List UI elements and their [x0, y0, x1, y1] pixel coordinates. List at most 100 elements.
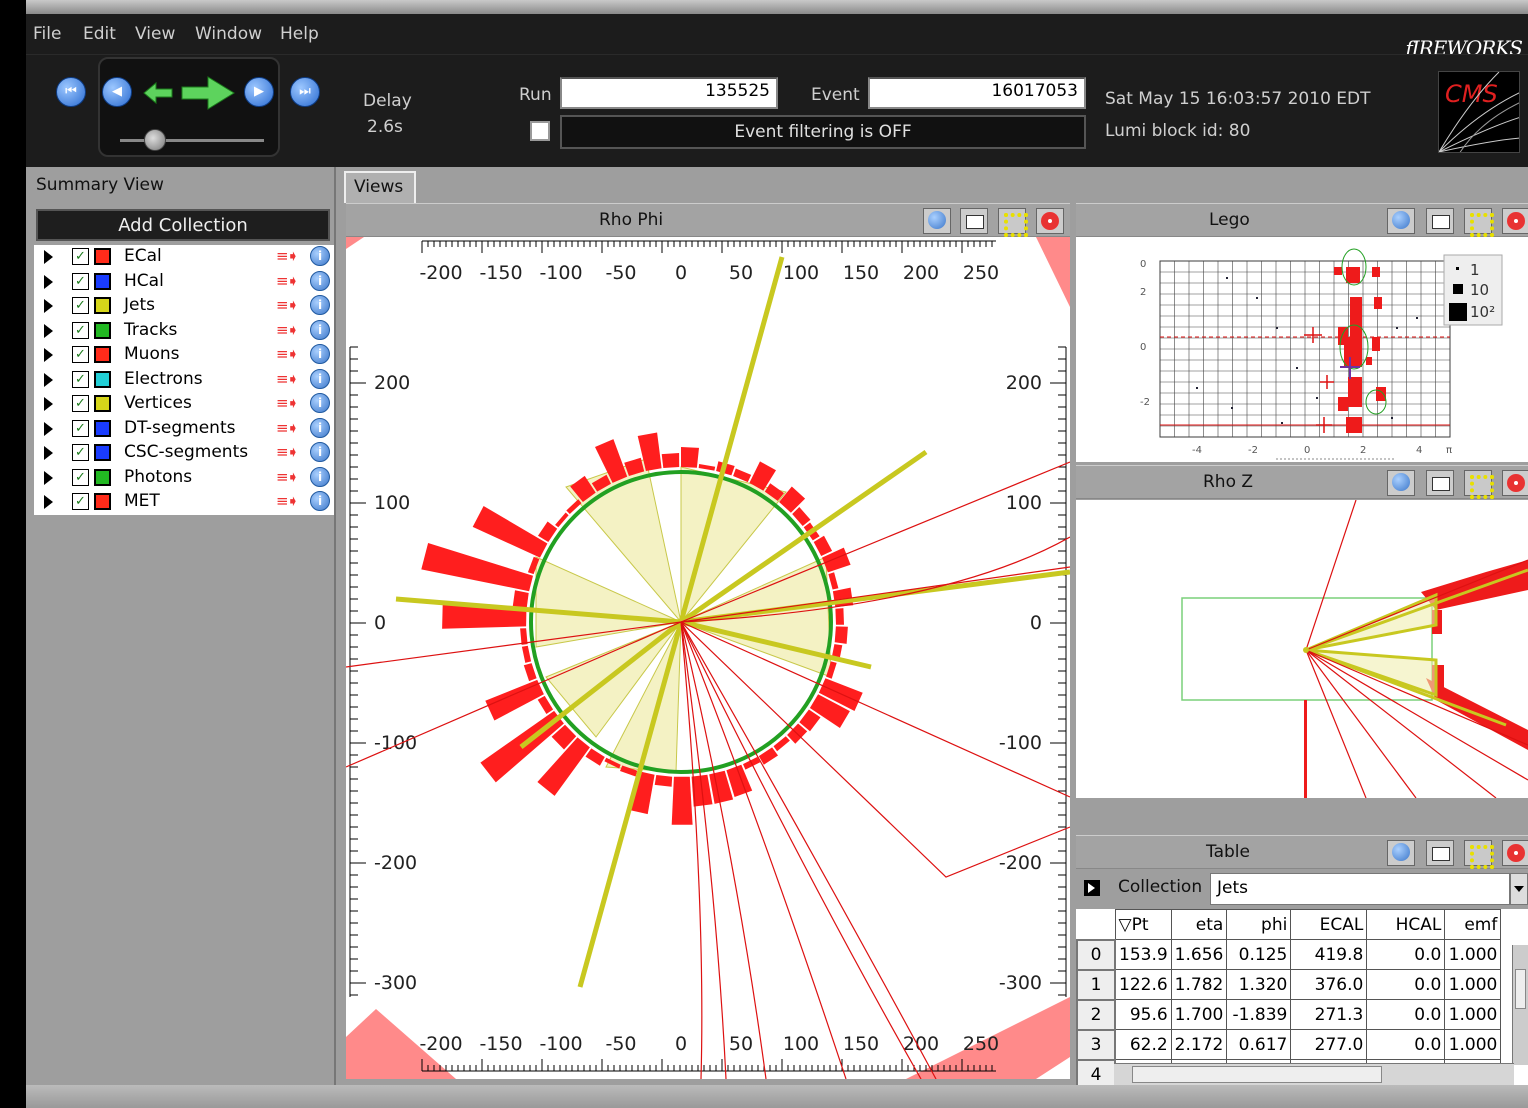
column-header-phi[interactable]: phi	[1226, 909, 1292, 940]
info-icon[interactable]: i	[310, 491, 330, 511]
expand-arrow-icon[interactable]	[44, 495, 53, 509]
collection-row[interactable]: ✓ ECal ≡➧ i	[34, 245, 334, 269]
rhophi-canvas[interactable]: -200 -200 -150 -150 -100 -100 -50 -50 0 0 50 50 100 1…	[346, 237, 1070, 1079]
expand-arrow-icon[interactable]	[44, 323, 53, 338]
info-icon[interactable]: i	[310, 270, 330, 291]
column-header-eta[interactable]: eta	[1170, 909, 1228, 940]
expand-arrow-icon[interactable]	[44, 348, 53, 362]
info-icon[interactable]	[1387, 840, 1415, 866]
save-image-icon[interactable]	[1426, 840, 1454, 866]
collection-row[interactable]: ✓ HCal ≡➧ i	[34, 270, 334, 294]
menu-edit[interactable]: Edit	[83, 24, 116, 44]
collection-row[interactable]: ✓ MET ≡➧ i	[34, 490, 334, 514]
visibility-checkbox[interactable]: ✓	[72, 346, 89, 363]
visibility-checkbox[interactable]: ✓	[72, 444, 89, 461]
table-row[interactable]: 1 122.6 1.782 1.320 376.0 0.0 1.000	[1076, 968, 1502, 1001]
color-swatch[interactable]	[94, 444, 111, 461]
info-icon[interactable]: i	[310, 466, 330, 487]
color-swatch[interactable]	[94, 419, 111, 437]
save-image-icon[interactable]	[960, 208, 988, 234]
collection-row[interactable]: ✓ Muons ≡➧ i	[34, 343, 334, 367]
color-swatch[interactable]	[94, 272, 111, 290]
color-swatch[interactable]	[94, 370, 111, 388]
visibility-checkbox[interactable]: ✓	[72, 297, 89, 314]
filter-icon[interactable]: ≡➧	[276, 369, 299, 388]
delay-slider-track[interactable]	[120, 139, 264, 142]
info-icon[interactable]: i	[310, 319, 330, 340]
expand-arrow-icon[interactable]	[44, 274, 53, 289]
table-row[interactable]: 0 153.9 1.656 0.125 419.8 0.0 1.000	[1076, 938, 1502, 971]
info-icon[interactable]: i	[310, 442, 330, 462]
expand-arrow-icon[interactable]	[44, 397, 53, 411]
last-event-icon[interactable]: ⏭	[290, 77, 320, 107]
menu-help[interactable]: Help	[280, 24, 319, 44]
event-filter-checkbox[interactable]	[530, 121, 550, 141]
expand-icon[interactable]	[1464, 840, 1494, 869]
run-field[interactable]: 135525	[560, 77, 778, 109]
menu-view[interactable]: View	[135, 24, 176, 44]
next-event-icon[interactable]: ▶	[244, 77, 274, 107]
color-swatch[interactable]	[94, 395, 111, 412]
collection-row[interactable]: ✓ DT-segments ≡➧ i	[34, 417, 334, 441]
info-icon[interactable]: i	[310, 344, 330, 364]
table-row[interactable]: 2 95.6 1.700 -1.839 271.3 0.0 1.000	[1076, 998, 1502, 1031]
expand-arrow-icon[interactable]	[44, 470, 53, 485]
column-header-hcal[interactable]: HCAL	[1366, 909, 1446, 940]
filter-icon[interactable]: ≡➧	[276, 271, 299, 290]
scrollbar-thumb[interactable]	[1132, 1066, 1382, 1083]
filter-icon[interactable]: ≡➧	[276, 320, 299, 339]
collection-row[interactable]: ✓ Jets ≡➧ i	[34, 294, 334, 318]
info-icon[interactable]	[923, 208, 951, 234]
visibility-checkbox[interactable]: ✓	[72, 370, 89, 388]
tab-views[interactable]: Views	[344, 171, 416, 203]
filter-icon[interactable]: ≡➧	[276, 443, 299, 461]
close-icon[interactable]	[1036, 208, 1064, 234]
info-icon[interactable]	[1387, 208, 1415, 234]
filter-icon[interactable]: ≡➧	[276, 467, 299, 486]
expand-icon[interactable]	[1464, 208, 1494, 237]
expand-icon[interactable]	[1464, 470, 1494, 499]
delay-slider-knob[interactable]	[144, 129, 166, 151]
visibility-checkbox[interactable]: ✓	[72, 419, 89, 437]
expand-arrow-icon[interactable]	[44, 250, 53, 264]
color-swatch[interactable]	[94, 297, 111, 314]
event-filter-button[interactable]: Event filtering is OFF	[560, 115, 1086, 149]
visibility-checkbox[interactable]: ✓	[72, 493, 89, 510]
collection-row[interactable]: ✓ Tracks ≡➧ i	[34, 319, 334, 343]
collection-row[interactable]: ✓ Vertices ≡➧ i	[34, 392, 334, 416]
menu-window[interactable]: Window	[195, 24, 263, 44]
info-icon[interactable]: i	[310, 246, 330, 266]
lego-canvas[interactable]: 1 10 10² 0 2 0 -2 -4 -2 0 2 4 π	[1076, 237, 1528, 462]
close-icon[interactable]	[1502, 470, 1528, 496]
expand-arrow-icon[interactable]	[44, 446, 53, 460]
expand-arrow-icon[interactable]	[44, 372, 53, 387]
color-swatch[interactable]	[94, 346, 111, 363]
color-swatch[interactable]	[94, 248, 111, 265]
info-icon[interactable]: i	[310, 417, 330, 438]
visibility-checkbox[interactable]: ✓	[72, 272, 89, 290]
first-event-icon[interactable]: ⏮	[56, 77, 86, 107]
visibility-checkbox[interactable]: ✓	[72, 395, 89, 412]
column-header-ecal[interactable]: ECAL	[1290, 909, 1368, 940]
filter-icon[interactable]: ≡➧	[276, 345, 299, 363]
add-collection-button[interactable]: Add Collection	[36, 209, 330, 241]
color-swatch[interactable]	[94, 493, 111, 510]
color-swatch[interactable]	[94, 321, 111, 339]
info-icon[interactable]	[1387, 470, 1415, 496]
column-header-pt[interactable]: ▽Pt	[1114, 909, 1172, 940]
vertical-scrollbar[interactable]	[1512, 945, 1528, 1065]
event-field[interactable]: 16017053	[868, 77, 1086, 109]
save-image-icon[interactable]	[1426, 208, 1454, 234]
expand-arrow-icon[interactable]	[44, 299, 53, 313]
info-icon[interactable]: i	[310, 295, 330, 315]
filter-icon[interactable]: ≡➧	[276, 418, 299, 437]
expand-arrow-icon[interactable]	[44, 421, 53, 436]
column-header-emf[interactable]: emf	[1444, 909, 1502, 940]
play-direction-arrows-icon[interactable]	[142, 73, 238, 113]
close-icon[interactable]	[1502, 840, 1528, 866]
rhoz-canvas[interactable]	[1076, 500, 1528, 798]
filter-icon[interactable]: ≡➧	[276, 247, 299, 265]
menu-file[interactable]: File	[33, 24, 62, 44]
collection-menu-icon[interactable]	[1084, 880, 1100, 896]
visibility-checkbox[interactable]: ✓	[72, 248, 89, 265]
